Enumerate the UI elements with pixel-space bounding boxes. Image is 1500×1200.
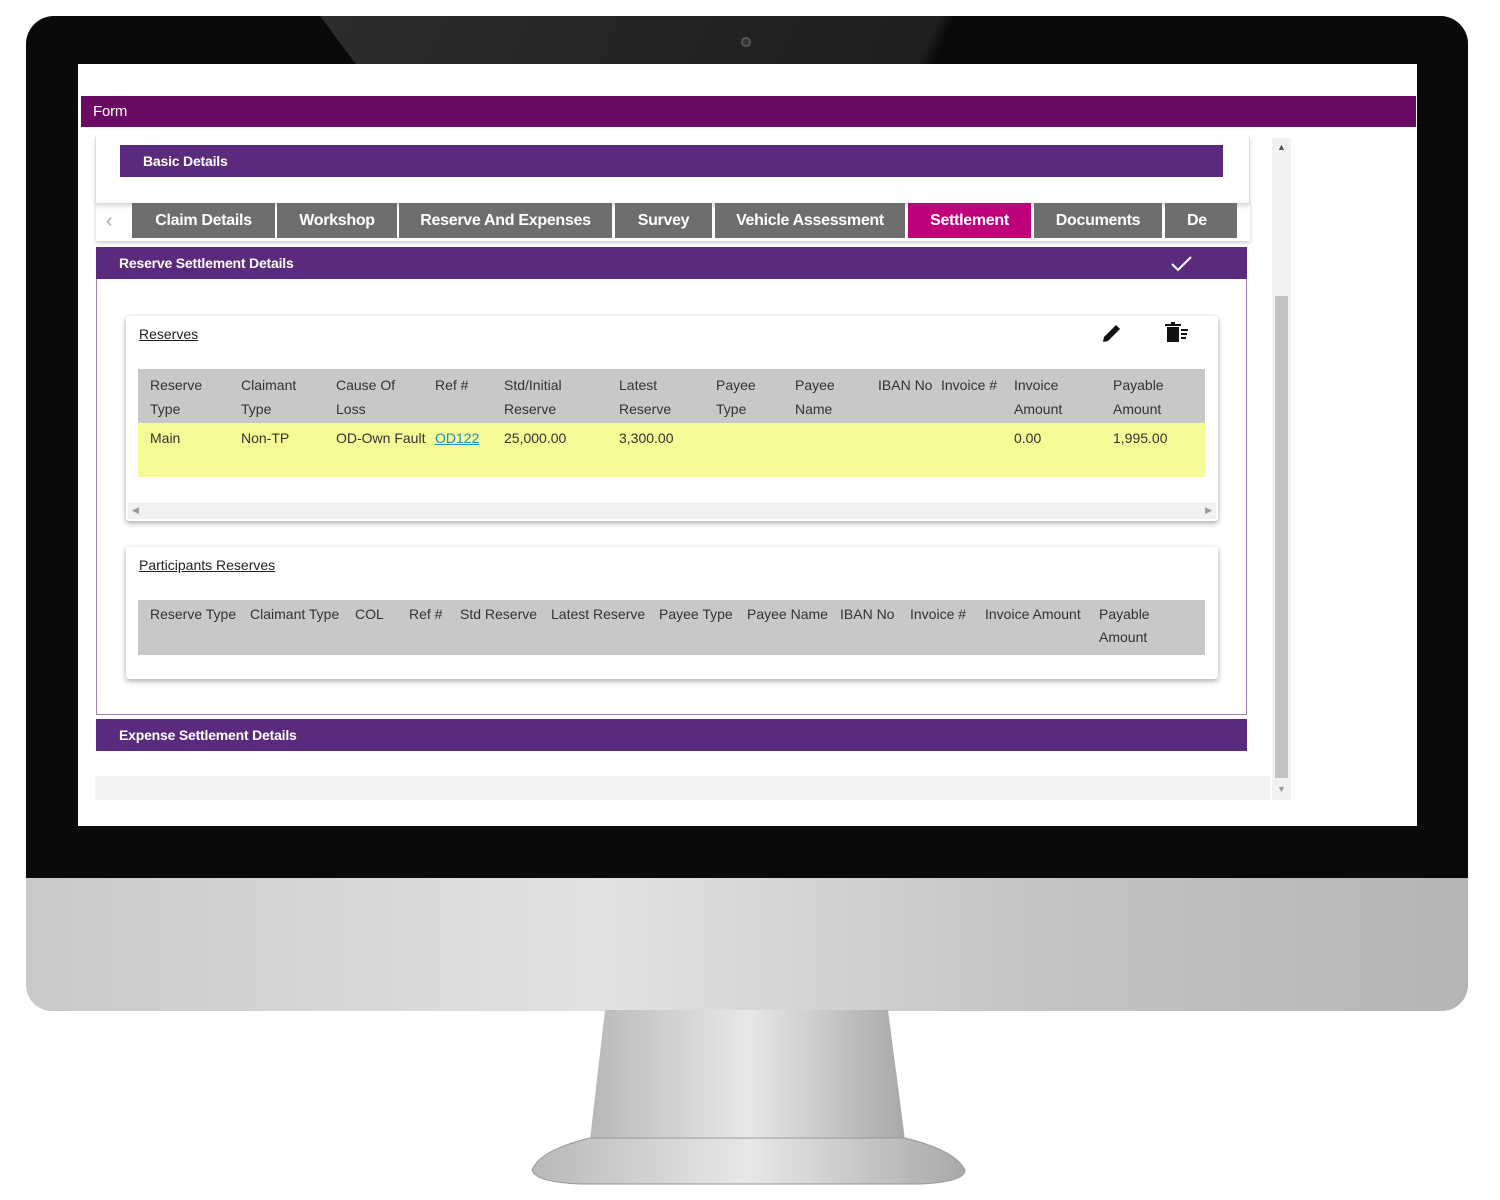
section-title: Basic Details <box>143 153 228 169</box>
tab[interactable]: De <box>1165 203 1237 238</box>
column-header: Std/Initial Reserve <box>504 377 562 417</box>
card-title: Reserves <box>139 326 199 342</box>
column-header: Reserve Type <box>150 377 203 417</box>
tab[interactable]: Workshop <box>277 203 397 238</box>
tab[interactable]: Reserve And Expenses <box>399 203 612 238</box>
column-header: Cause Of Loss <box>336 377 396 417</box>
table-cell: 25,000.00 <box>504 430 567 446</box>
check-icon[interactable] <box>1170 255 1194 273</box>
column-header: Claimant Type <box>250 606 340 622</box>
monitor-chin <box>26 878 1468 1011</box>
table-cell: Non-TP <box>241 430 290 446</box>
column-header: Invoice # <box>910 606 967 622</box>
column-header: Payable Amount <box>1099 606 1150 645</box>
tab-left-arrow[interactable]: ‹ <box>106 210 113 232</box>
table-cell: 0.00 <box>1014 430 1042 446</box>
basic-details-bar: Basic Details <box>120 145 1223 177</box>
tab[interactable]: Documents <box>1034 203 1162 238</box>
h-scrollbar[interactable]: ◀ ▶ <box>128 502 1216 519</box>
column-header: COL <box>355 606 384 622</box>
column-header: Payable Amount <box>1113 377 1164 417</box>
card-title: Participants Reserves <box>139 557 276 573</box>
table-cell: 3,300.00 <box>619 430 674 446</box>
scroll-thumb[interactable] <box>1275 296 1288 778</box>
delete-icon[interactable] <box>1164 321 1192 345</box>
edit-icon[interactable] <box>1100 321 1124 345</box>
tab[interactable]: Vehicle Assessment <box>715 203 905 238</box>
column-header: Ref # <box>435 377 469 393</box>
column-header: Payee Type <box>659 606 733 622</box>
reserves-card: Reserves ◀ ▶ Reserve Type Claimant Type Cau… <box>126 316 1218 521</box>
column-header: Std Reserve <box>460 606 538 622</box>
monitor-stand <box>531 1010 966 1185</box>
column-header: Invoice Amount <box>1014 377 1063 417</box>
ref-link[interactable]: OD122 <box>435 430 480 446</box>
reserve-settlement-body <box>96 279 1247 715</box>
column-header: Claimant Type <box>241 377 297 417</box>
table-header <box>138 600 1205 655</box>
stand-neck <box>590 1010 905 1140</box>
table-cell: 1,995.00 <box>1113 430 1168 446</box>
table-header <box>138 369 1205 423</box>
scroll-up[interactable]: ▲ <box>1277 142 1286 152</box>
column-header: Payee Name <box>747 606 828 622</box>
reserve-settlement-bar: Reserve Settlement Details <box>96 247 1247 279</box>
column-header: Latest Reserve <box>551 606 646 622</box>
table-row <box>138 423 1205 477</box>
footer-strip <box>95 776 1270 800</box>
column-header: IBAN No <box>878 377 933 393</box>
v-scrollbar[interactable]: ▲ ▼ <box>1272 138 1291 800</box>
expense-settlement-bar: Expense Settlement Details <box>96 719 1247 751</box>
form-header: Form <box>81 96 1416 127</box>
column-header: Invoice Amount <box>985 606 1081 622</box>
column-header: Ref # <box>409 606 443 622</box>
stand-base <box>531 1137 966 1185</box>
column-header: Invoice # <box>941 377 998 393</box>
table-cell: OD-Own Fault <box>336 430 426 446</box>
camera <box>741 37 751 47</box>
column-header: Reserve Type <box>150 606 237 622</box>
column-header: Latest Reserve <box>619 377 672 417</box>
section-title: Reserve Settlement Details <box>119 255 294 271</box>
column-header: IBAN No <box>840 606 895 622</box>
form-title: Form <box>93 103 128 120</box>
participants-card: Participants Reserves Reserve Type Claima… <box>126 547 1218 679</box>
table-cell: Main <box>150 430 181 446</box>
tab[interactable]: Survey <box>615 203 712 238</box>
section-title: Expense Settlement Details <box>119 727 297 743</box>
tab[interactable]: Settlement <box>908 203 1031 238</box>
column-header: Payee Type <box>716 377 756 417</box>
column-header: Payee Name <box>795 377 835 417</box>
tab[interactable]: Claim Details <box>132 203 275 238</box>
scroll-down[interactable]: ▼ <box>1277 784 1286 794</box>
